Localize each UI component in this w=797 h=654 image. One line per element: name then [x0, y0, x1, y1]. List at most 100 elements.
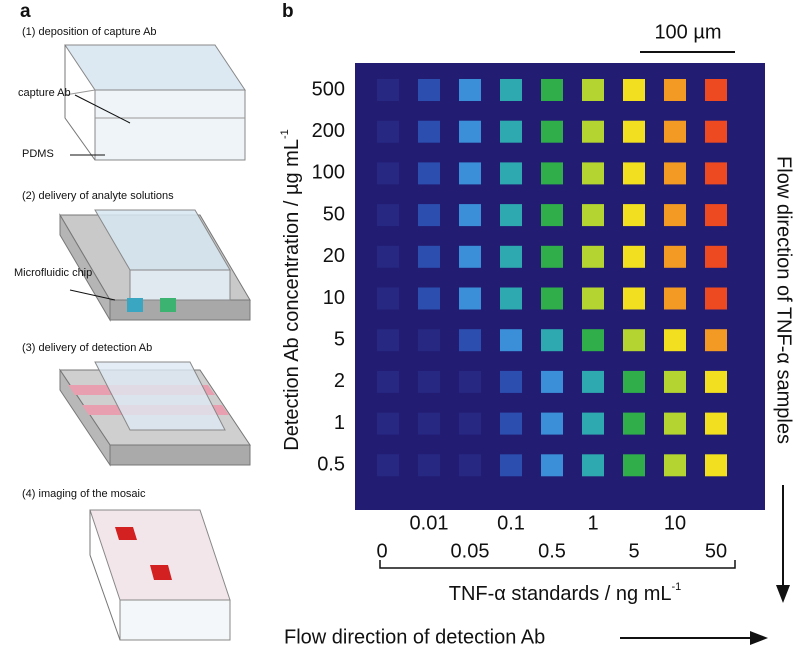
spot — [377, 287, 399, 310]
x-labels: 0.01 0.1 1 10 0 0.05 0.5 5 50 — [376, 512, 727, 562]
y-label: 200 — [312, 120, 345, 142]
spot — [664, 370, 686, 393]
spot — [541, 120, 563, 143]
spot — [377, 245, 399, 268]
callout: PDMS — [22, 148, 54, 160]
spot — [705, 204, 727, 227]
spot — [541, 79, 563, 101]
y-title: Detection Ab concentration / µg mL — [281, 139, 303, 451]
spot — [623, 329, 645, 352]
step-4-drawing — [89, 509, 231, 641]
spot — [500, 120, 522, 143]
panel-label: b — [282, 1, 294, 22]
spot — [705, 287, 727, 310]
spot — [664, 287, 686, 310]
spot — [705, 412, 727, 435]
spot — [705, 454, 727, 477]
spot — [500, 204, 522, 227]
bottom-label: Flow direction of detection Ab — [284, 626, 545, 648]
spot — [541, 245, 563, 268]
spot — [377, 454, 399, 477]
spot — [664, 412, 686, 435]
spot-array — [377, 79, 727, 477]
spot — [705, 162, 727, 185]
spot — [582, 79, 604, 101]
spot — [623, 370, 645, 393]
spot — [500, 454, 522, 477]
spot — [418, 162, 440, 185]
spot — [500, 162, 522, 185]
spot — [541, 162, 563, 185]
spot — [418, 454, 440, 477]
bracket — [379, 560, 736, 569]
spot — [705, 120, 727, 143]
spot — [418, 204, 440, 227]
spot — [664, 245, 686, 268]
spot — [582, 204, 604, 227]
y-label: 10 — [323, 287, 345, 309]
spot — [459, 120, 481, 143]
spot — [705, 370, 727, 393]
spot — [541, 412, 563, 435]
spot — [582, 287, 604, 310]
step-title: (1) deposition of capture Ab — [22, 26, 157, 38]
spot — [418, 412, 440, 435]
spot — [377, 120, 399, 143]
spot — [582, 162, 604, 185]
spot — [459, 454, 481, 477]
y-title-sup: -1 — [279, 129, 291, 139]
x-label: 0 — [376, 540, 387, 562]
spot — [705, 79, 727, 101]
y-labels: 500 200 100 50 20 10 5 2 1 0.5 — [312, 78, 345, 475]
step-2-drawing — [59, 209, 251, 322]
y-label: 1 — [334, 412, 345, 434]
x-label: 1 — [587, 512, 598, 534]
y-label: 500 — [312, 78, 345, 100]
spot — [623, 79, 645, 101]
step-title: (3) delivery of detection Ab — [22, 342, 152, 354]
spot — [541, 287, 563, 310]
x-label: 5 — [628, 540, 639, 562]
spot — [418, 120, 440, 143]
spot — [459, 329, 481, 352]
x-title: TNF-α standards / ng mL — [449, 583, 672, 605]
spot — [582, 120, 604, 143]
spot — [459, 245, 481, 268]
spot — [623, 287, 645, 310]
spot — [459, 79, 481, 101]
x-label: 0.05 — [451, 540, 490, 562]
x-label: 0.01 — [410, 512, 449, 534]
x-label: 0.1 — [497, 512, 525, 534]
spot — [500, 245, 522, 268]
spot — [500, 370, 522, 393]
spot — [500, 412, 522, 435]
spot — [377, 412, 399, 435]
spot — [623, 245, 645, 268]
spot — [418, 370, 440, 393]
spot — [418, 245, 440, 268]
step-title: (4) imaging of the mosaic — [22, 488, 146, 500]
spot — [705, 245, 727, 268]
spot — [459, 204, 481, 227]
spot — [541, 329, 563, 352]
spot — [582, 454, 604, 477]
y-label: 0.5 — [317, 454, 345, 476]
y-label: 2 — [334, 370, 345, 392]
spot — [418, 79, 440, 101]
spot — [623, 454, 645, 477]
x-axis-title: TNF-α standards / ng mL-1 — [449, 581, 682, 605]
spot — [582, 370, 604, 393]
spot — [377, 79, 399, 101]
spot — [377, 162, 399, 185]
arrowhead — [776, 585, 790, 603]
spot — [623, 412, 645, 435]
callout: Microfluidic chip — [14, 267, 92, 279]
right-label: Flow direction of TNF-α samples — [773, 156, 795, 444]
spot — [623, 162, 645, 185]
y-label: 50 — [323, 203, 345, 225]
spot — [377, 204, 399, 227]
panel-label: a — [20, 1, 31, 22]
x-title-sup: -1 — [671, 581, 681, 593]
spot — [377, 370, 399, 393]
